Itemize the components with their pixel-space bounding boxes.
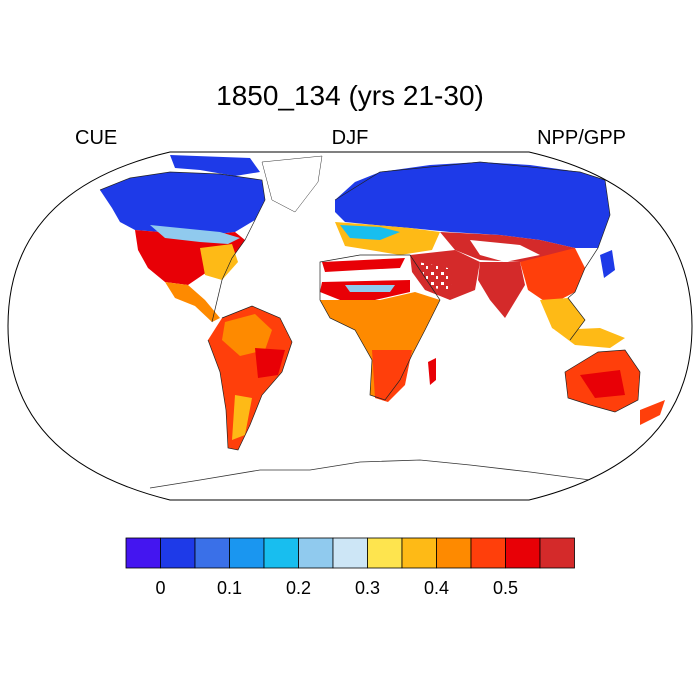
units-label: NPP/GPP bbox=[537, 127, 626, 149]
variable-label: CUE bbox=[75, 127, 118, 149]
colorbar-box bbox=[332, 537, 368, 569]
season-label: DJF bbox=[331, 127, 369, 149]
south-america-south bbox=[232, 395, 252, 440]
colorbar-box bbox=[539, 537, 575, 569]
north-america-boreal bbox=[100, 172, 265, 236]
colorbar-box bbox=[263, 537, 299, 569]
colorbar-tick-label: 0.2 bbox=[286, 578, 311, 598]
colorbar-box bbox=[505, 537, 541, 569]
north-america-transition bbox=[150, 225, 240, 244]
plot-title: 1850_134 (yrs 21-30) bbox=[216, 80, 484, 111]
colorbar-box bbox=[367, 537, 403, 569]
colorbar-box bbox=[125, 537, 161, 569]
colorbar-tick-label: 0.4 bbox=[424, 578, 449, 598]
central-america bbox=[165, 282, 220, 322]
southern-africa bbox=[372, 350, 412, 402]
arabia-desert bbox=[418, 262, 452, 290]
south-america-amazon bbox=[222, 314, 272, 356]
colorbar-box bbox=[298, 537, 334, 569]
colorbar-tick-label: 0.3 bbox=[355, 578, 380, 598]
north-africa-coast bbox=[322, 258, 405, 272]
central-africa bbox=[320, 292, 440, 400]
colorbar-tick-label: 0.1 bbox=[217, 578, 242, 598]
colorbar-tick-label: 0 bbox=[155, 578, 165, 598]
colorbar-box bbox=[229, 537, 265, 569]
antarctica-outline bbox=[149, 459, 641, 491]
indonesia bbox=[555, 328, 625, 348]
colorbar-box bbox=[160, 537, 196, 569]
india bbox=[478, 262, 525, 318]
australia-interior bbox=[580, 370, 625, 398]
japan bbox=[600, 250, 615, 278]
colorbar-box bbox=[470, 537, 506, 569]
north-america-southeast bbox=[200, 244, 238, 280]
greenland bbox=[261, 155, 323, 213]
europe-transition bbox=[340, 225, 400, 240]
central-asia-desert bbox=[470, 240, 540, 262]
east-asia bbox=[520, 248, 585, 305]
madagascar bbox=[428, 358, 436, 385]
colorbar-box bbox=[436, 537, 472, 569]
north-america-arctic bbox=[170, 155, 260, 176]
eurasia-boreal bbox=[335, 162, 610, 248]
colorbar-tick-label: 0.5 bbox=[493, 578, 518, 598]
globe-outline bbox=[7, 151, 693, 501]
colorbar-box bbox=[401, 537, 437, 569]
colorbar-box bbox=[194, 537, 230, 569]
south-america-east bbox=[255, 348, 285, 378]
sahara-blue bbox=[345, 285, 395, 292]
north-america-temperate bbox=[135, 230, 245, 285]
new-zealand bbox=[640, 400, 665, 425]
